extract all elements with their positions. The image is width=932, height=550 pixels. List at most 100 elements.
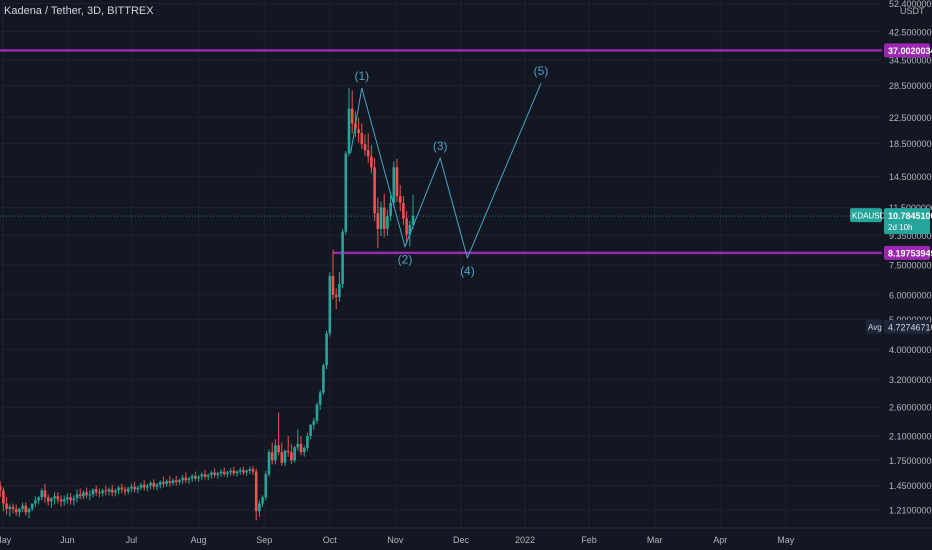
avg-value-tag bbox=[884, 319, 930, 334]
candle-body bbox=[261, 497, 264, 504]
candle-body bbox=[40, 490, 44, 498]
candle-body bbox=[110, 489, 114, 493]
candle-body bbox=[232, 470, 236, 474]
avg-label: Avg bbox=[868, 323, 882, 332]
candle-body bbox=[206, 475, 210, 477]
candle-body bbox=[11, 506, 15, 509]
candle-body bbox=[194, 475, 197, 479]
candle-body bbox=[283, 450, 287, 463]
candle-body bbox=[37, 497, 40, 501]
candle-body bbox=[350, 108, 354, 124]
symbol-title: Kadena / Tether, 3D, BITTREX bbox=[4, 5, 154, 17]
candle-body bbox=[254, 471, 258, 512]
price-tick-label: 52.40000000 bbox=[889, 0, 932, 9]
price-tick-label: 34.50000000 bbox=[889, 55, 932, 65]
candle-body bbox=[322, 365, 325, 393]
candle-body bbox=[5, 503, 8, 509]
price-tick-label: 1.21000000 bbox=[889, 506, 932, 516]
candle-body bbox=[366, 150, 370, 157]
candle-body bbox=[72, 498, 76, 501]
candle-body bbox=[408, 224, 412, 235]
candle-body bbox=[219, 471, 223, 474]
month-tick-label: 2022 bbox=[515, 535, 535, 545]
price-tick-label: 3.20000000 bbox=[889, 375, 932, 385]
candle-body bbox=[168, 481, 172, 483]
candle-body bbox=[14, 508, 18, 513]
candle-body bbox=[395, 167, 399, 197]
month-tick-label: Jun bbox=[60, 535, 75, 545]
candle-body bbox=[197, 476, 200, 479]
candle-body bbox=[357, 129, 360, 134]
price-tick-label: 11.50000000 bbox=[889, 203, 932, 213]
month-tick-label: Jul bbox=[126, 535, 138, 545]
candle-body bbox=[267, 452, 271, 475]
price-tick-label: 42.50000000 bbox=[889, 27, 932, 37]
candle-body bbox=[21, 505, 24, 509]
candle-body bbox=[174, 480, 178, 483]
candle-body bbox=[142, 484, 146, 488]
candle-body bbox=[187, 478, 191, 481]
candle-body bbox=[62, 499, 66, 502]
candle-body bbox=[101, 490, 104, 494]
candle-body bbox=[165, 481, 168, 484]
price-tick-label: 4.00000000 bbox=[889, 345, 932, 355]
candle-body bbox=[200, 474, 204, 477]
candle-body bbox=[222, 471, 226, 475]
price-tick-label: 18.50000000 bbox=[889, 139, 932, 149]
candle-body bbox=[299, 443, 303, 453]
month-tick-label: Feb bbox=[581, 535, 597, 545]
candle-body bbox=[318, 392, 322, 405]
elliott-wave-path[interactable] bbox=[350, 83, 542, 260]
month-tick-label: Mar bbox=[647, 535, 663, 545]
symbol-tag[interactable] bbox=[850, 208, 882, 223]
month-tick-label: Nov bbox=[387, 535, 404, 545]
candle-body bbox=[226, 472, 229, 475]
elliott-wave-drawing[interactable]: (1) (2) (3) (4) (5) bbox=[350, 64, 549, 278]
bar-countdown: 2d 10h bbox=[888, 223, 912, 232]
candle-body bbox=[334, 294, 338, 298]
last-price-tag[interactable] bbox=[884, 208, 930, 235]
candle-body bbox=[82, 492, 85, 497]
candle-body bbox=[133, 486, 136, 490]
candle-body bbox=[360, 133, 364, 145]
candle-body bbox=[146, 485, 149, 488]
candle-body bbox=[66, 497, 69, 500]
price-tick-label: 6.00000000 bbox=[889, 290, 932, 300]
candle-body bbox=[34, 500, 37, 504]
candle-body bbox=[139, 484, 143, 488]
candle-body bbox=[309, 424, 312, 436]
candle-body bbox=[270, 452, 274, 461]
candle-body bbox=[216, 473, 220, 476]
candle-body bbox=[373, 167, 376, 214]
wave-label: (2) bbox=[398, 252, 413, 266]
candle-body bbox=[328, 276, 332, 334]
horizontal-levels[interactable] bbox=[0, 49, 882, 255]
candle-body bbox=[251, 469, 255, 472]
candle-body bbox=[30, 503, 34, 509]
price-axis[interactable]: 52.40000000 42.50000000 34.50000000 28.5000… bbox=[850, 0, 932, 550]
candle-body bbox=[229, 470, 232, 473]
level-price-tag[interactable] bbox=[884, 43, 930, 58]
avg-value-label: 4.72746710 bbox=[888, 322, 932, 332]
candle-body bbox=[190, 475, 194, 479]
candle-body bbox=[78, 494, 82, 497]
candle-body bbox=[213, 472, 216, 476]
candle-body bbox=[152, 482, 156, 487]
wave-label: (1) bbox=[354, 69, 369, 83]
month-tick-label: Dec bbox=[453, 535, 470, 545]
time-axis[interactable]: May Jun Jul Aug Sep Oct Nov Dec 2022 Feb Mar Apr May bbox=[0, 527, 932, 550]
candle-body bbox=[411, 215, 415, 225]
month-tick-label: Aug bbox=[191, 535, 207, 545]
candle-body bbox=[312, 420, 316, 425]
candle-body bbox=[53, 496, 56, 499]
candle-body bbox=[24, 505, 28, 513]
candle-body bbox=[286, 450, 290, 453]
candle-body bbox=[293, 447, 296, 461]
level-price-tag[interactable] bbox=[884, 245, 930, 260]
price-tick-label: 9.35000000 bbox=[889, 231, 932, 241]
candle-body bbox=[280, 452, 284, 463]
candle-body bbox=[158, 482, 162, 485]
candle-body bbox=[405, 218, 408, 235]
candle-body bbox=[2, 490, 5, 504]
